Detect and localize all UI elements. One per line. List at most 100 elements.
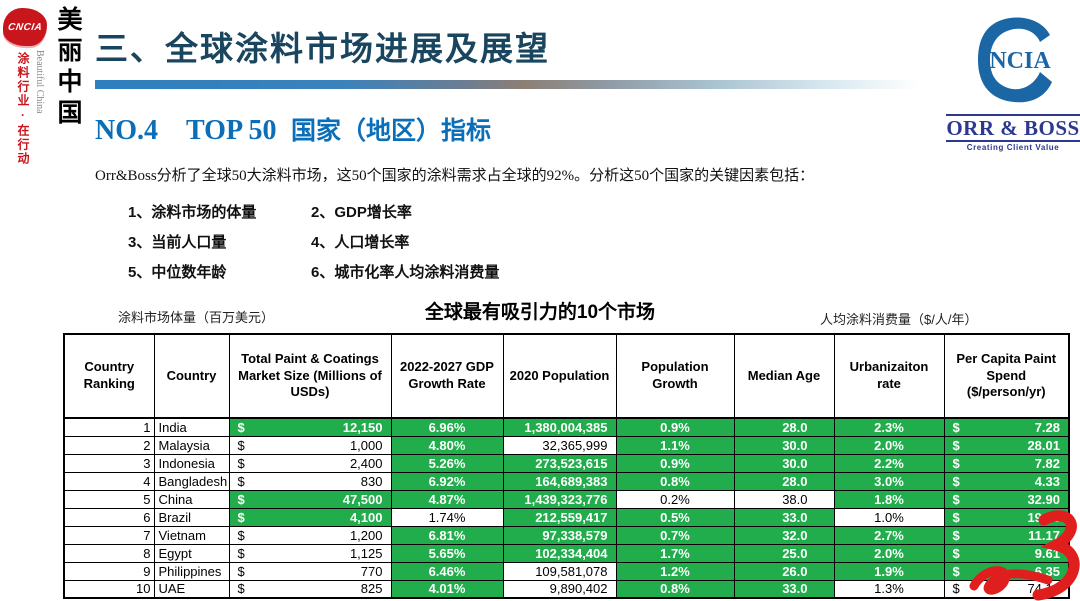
cncia-c-logo: NCIA xyxy=(978,17,1052,103)
col-header-country-ranking: Country Ranking xyxy=(63,333,155,419)
cell: Bangladesh xyxy=(153,471,230,491)
cell-population-growth: 0.2% xyxy=(615,489,735,509)
cell-per-capita-spend: $28.01 xyxy=(943,435,1070,455)
cell: Indonesia xyxy=(153,453,230,473)
cell-per-capita-spend: $9.61 xyxy=(943,543,1070,563)
cell-urbanization: 2.7% xyxy=(833,525,945,545)
cell-market-size: $770 xyxy=(228,561,392,581)
cell-median-age: 38.0 xyxy=(733,489,835,509)
cell-per-capita-spend: $7.82 xyxy=(943,453,1070,473)
col-header-gdp-growth: 2022-2027 GDP Growth Rate xyxy=(390,333,504,419)
c-inner-text: NCIA xyxy=(989,48,1051,74)
cell-population: 1,380,004,385 xyxy=(502,417,617,437)
cell-urbanization: 1.9% xyxy=(833,561,945,581)
beautiful-china-text: 美丽中国 xyxy=(54,6,82,130)
cell-per-capita-spend: $4.33 xyxy=(943,471,1070,491)
table-rows: 1 India $12,150 6.96% 1,380,004,385 0.9% 28.0 2… xyxy=(63,417,1070,599)
cell-market-size: $830 xyxy=(228,471,392,491)
col-header-population-growth: Population Growth xyxy=(615,333,735,419)
cell-median-age: 28.0 xyxy=(733,417,835,437)
page-title: 三、全球涂料市场进展及展望 xyxy=(95,30,550,67)
cell: 5 xyxy=(63,489,155,509)
table-row: 5 China $47,500 4.87% 1,439,323,776 0.2% 38.0 1… xyxy=(63,489,1070,509)
factor-item: 2、GDP增长率 xyxy=(311,203,412,221)
title-divider-bar xyxy=(95,80,920,89)
cell: 1 xyxy=(63,417,155,437)
orrboss-tagline: Creating Client Value xyxy=(966,143,1060,152)
cell-gdp-growth: 6.92% xyxy=(390,471,504,491)
factor-item: 4、人口增长率 xyxy=(311,233,410,251)
table-row: 3 Indonesia $2,400 5.26% 273,523,615 0.9% 30.0… xyxy=(63,453,1070,473)
table-row: 1 India $12,150 6.96% 1,380,004,385 0.9% 28.0 2… xyxy=(63,417,1070,437)
cell-median-age: 32.0 xyxy=(733,525,835,545)
cell-market-size: $2,400 xyxy=(228,453,392,473)
table-row: 9 Philippines $770 6.46% 109,581,078 1.2% 26.0… xyxy=(63,561,1070,581)
cell-median-age: 30.0 xyxy=(733,435,835,455)
cell-population-growth: 0.9% xyxy=(615,417,735,437)
col-header-median-age: Median Age xyxy=(733,333,835,419)
col-header-urbanization-rate: Urbanizaiton rate xyxy=(833,333,945,419)
cell-population: 32,365,999 xyxy=(502,435,617,455)
cell-gdp-growth: 1.74% xyxy=(390,507,504,527)
cell-population: 9,890,402 xyxy=(502,579,617,599)
cell-urbanization: 2.2% xyxy=(833,453,945,473)
cell-population: 97,338,579 xyxy=(502,525,617,545)
table-title: 全球最有吸引力的10个市场 xyxy=(424,302,656,323)
cell-urbanization: 1.8% xyxy=(833,489,945,509)
per-capita-unit-label: 人均涂料消费量（$/人/年） xyxy=(820,312,978,327)
cell: 2 xyxy=(63,435,155,455)
factor-item: 6、城市化率人均涂料消费量 xyxy=(311,263,500,281)
cell-population: 109,581,078 xyxy=(502,561,617,581)
cell-urbanization: 2.0% xyxy=(833,543,945,563)
cell-gdp-growth: 4.80% xyxy=(390,435,504,455)
cell-median-age: 28.0 xyxy=(733,471,835,491)
top10-markets-table: Country Ranking Country Total Paint & Co… xyxy=(63,333,1070,599)
cell-market-size: $47,500 xyxy=(228,489,392,509)
table-row: 2 Malaysia $1,000 4.80% 32,365,999 1.1% 30.0 2.… xyxy=(63,435,1070,455)
factor-item: 3、当前人口量 xyxy=(128,233,227,251)
table-row: 10 UAE $825 4.01% 9,890,402 0.8% 33.0 1.3% $74.1… xyxy=(63,579,1070,599)
cell-population-growth: 0.7% xyxy=(615,525,735,545)
col-header-population: 2020 Population xyxy=(502,333,617,419)
cell-median-age: 33.0 xyxy=(733,507,835,527)
cell: 10 xyxy=(63,579,155,599)
cell: 3 xyxy=(63,453,155,473)
cell: 6 xyxy=(63,507,155,527)
cell: India xyxy=(153,417,230,437)
table-row: 4 Bangladesh $830 6.92% 164,689,383 0.8% 28.0 3… xyxy=(63,471,1070,491)
cell-population: 164,689,383 xyxy=(502,471,617,491)
table-header-row: Country Ranking Country Total Paint & Co… xyxy=(63,333,1070,419)
col-header-country: Country xyxy=(153,333,230,419)
table-row: 6 Brazil $4,100 1.74% 212,559,417 0.5% 33.0 1.0… xyxy=(63,507,1070,527)
orrboss-rule-top xyxy=(946,114,1080,116)
cell-market-size: $4,100 xyxy=(228,507,392,527)
cell-population: 102,334,404 xyxy=(502,543,617,563)
cell-population: 1,439,323,776 xyxy=(502,489,617,509)
cell-population: 273,523,615 xyxy=(502,453,617,473)
cell-per-capita-spend: $6.35 xyxy=(943,561,1070,581)
cell-per-capita-spend: $11.17 xyxy=(943,525,1070,545)
cell-median-age: 26.0 xyxy=(733,561,835,581)
c-shape xyxy=(978,17,1052,103)
cell-population-growth: 0.9% xyxy=(615,453,735,473)
cell: 8 xyxy=(63,543,155,563)
cell-urbanization: 1.0% xyxy=(833,507,945,527)
cell-per-capita-spend: $74.12 xyxy=(943,579,1070,599)
cell-market-size: $825 xyxy=(228,579,392,599)
cell: Vietnam xyxy=(153,525,230,545)
cell-urbanization: 3.0% xyxy=(833,471,945,491)
left-tagline-en: Beautiful China xyxy=(34,50,45,114)
cell-per-capita-spend: $7.28 xyxy=(943,417,1070,437)
cell: UAE xyxy=(153,579,230,599)
col-header-per-capita-spend: Per Capita Paint Spend ($/person/yr) xyxy=(943,333,1070,419)
cell: China xyxy=(153,489,230,509)
col-header-market-size: Total Paint & Coatings Market Size (Mill… xyxy=(228,333,392,419)
cell-urbanization: 2.0% xyxy=(833,435,945,455)
orrboss-rule-bottom xyxy=(946,140,1080,142)
cell-population-growth: 0.5% xyxy=(615,507,735,527)
factor-item: 5、中位数年龄 xyxy=(128,263,227,281)
cell-population-growth: 1.1% xyxy=(615,435,735,455)
cell-median-age: 25.0 xyxy=(733,543,835,563)
cell-urbanization: 1.3% xyxy=(833,579,945,599)
